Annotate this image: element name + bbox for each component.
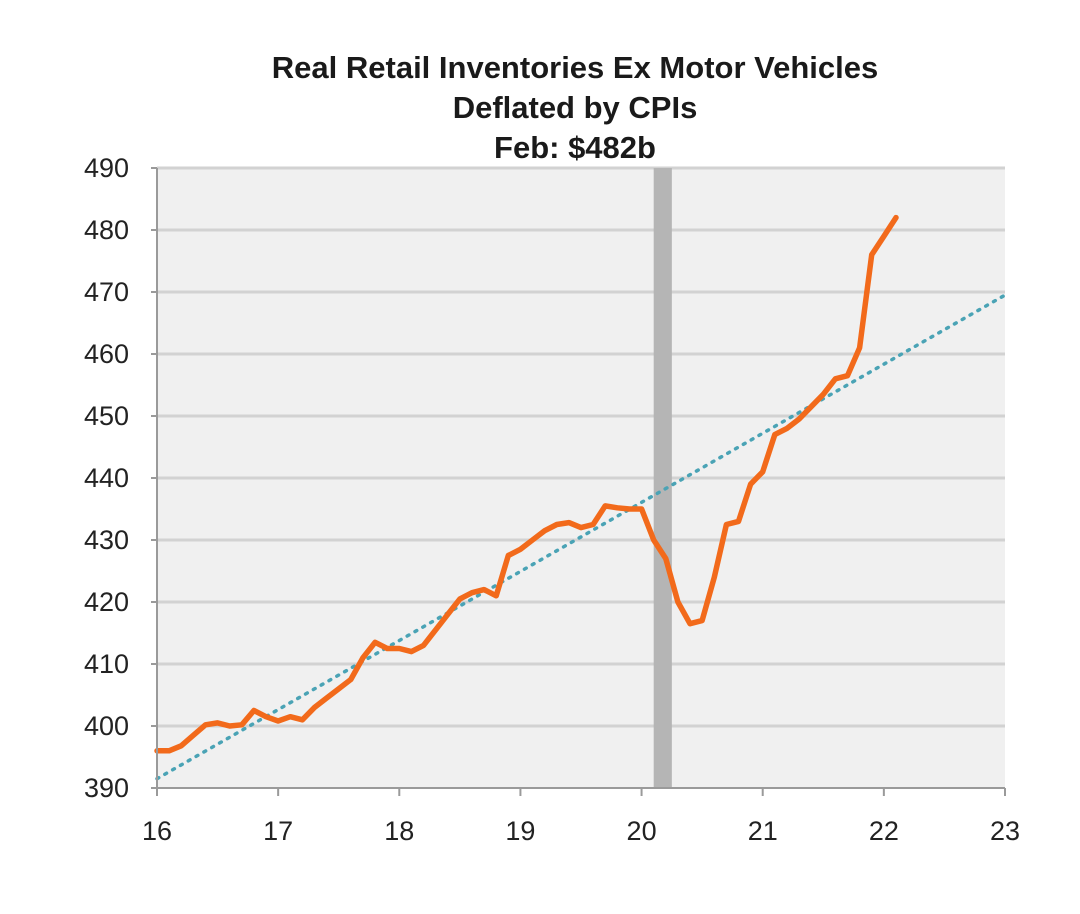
x-tick-label: 19 <box>505 816 535 846</box>
chart-annotation: Feb: $482b <box>494 130 656 165</box>
chart-subtitle: Deflated by CPIs <box>452 90 698 125</box>
y-axis-ticks: 390 400 410 420 430 440 450 460 470 480 490 <box>84 153 157 803</box>
x-tick-label: 20 <box>627 816 657 846</box>
y-tick-label: 390 <box>84 773 129 803</box>
y-tick-label: 410 <box>84 649 129 679</box>
x-tick-label: 21 <box>748 816 778 846</box>
y-tick-label: 420 <box>84 587 129 617</box>
trend-line <box>155 293 1007 781</box>
x-tick-label: 23 <box>990 816 1020 846</box>
x-tick-label: 17 <box>263 816 293 846</box>
x-tick-label: 22 <box>869 816 899 846</box>
inventory-line <box>154 214 899 754</box>
chart-title-block: Real Retail Inventories Ex Motor Vehicle… <box>150 48 1000 168</box>
y-tick-label: 400 <box>84 711 129 741</box>
chart-title: Real Retail Inventories Ex Motor Vehicle… <box>271 50 879 85</box>
y-tick-label: 490 <box>84 153 129 183</box>
y-tick-label: 430 <box>84 525 129 555</box>
x-axis-ticks: 16 17 18 19 20 21 22 23 <box>142 788 1020 846</box>
y-tick-label: 470 <box>84 277 129 307</box>
y-tick-label: 480 <box>84 215 129 245</box>
x-tick-label: 16 <box>142 816 172 846</box>
recession-band <box>653 168 672 788</box>
recession-band-group <box>653 168 672 788</box>
gridlines <box>157 166 1005 728</box>
series-group <box>154 214 1007 781</box>
y-tick-label: 460 <box>84 339 129 369</box>
y-tick-label: 450 <box>84 401 129 431</box>
x-tick-label: 18 <box>384 816 414 846</box>
y-tick-label: 440 <box>84 463 129 493</box>
